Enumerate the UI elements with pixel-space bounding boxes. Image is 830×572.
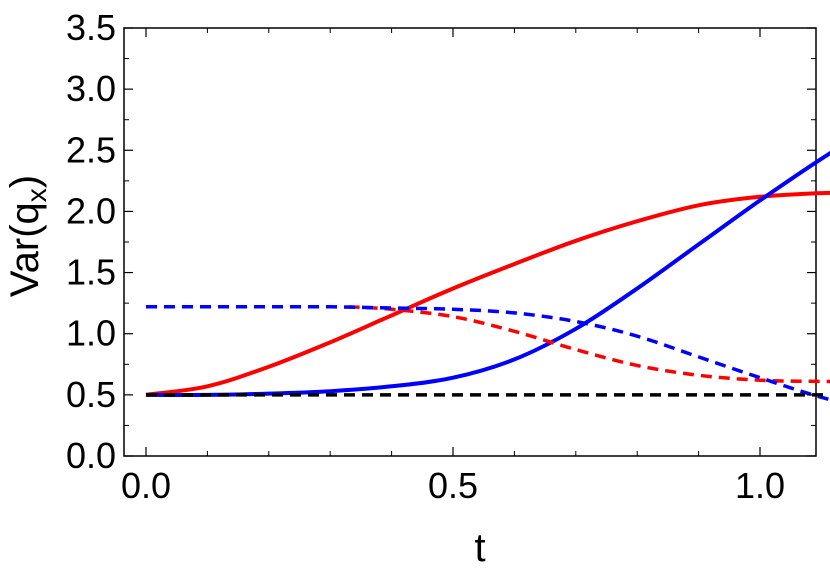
y-tick-label: 2.5 [66, 129, 116, 170]
series-layer [145, 150, 830, 402]
y-tick-label: 3.5 [66, 7, 116, 48]
y-tick-label: 0.5 [66, 374, 116, 415]
series-red-solid-line [145, 190, 830, 397]
y-tick-label: 1.5 [66, 252, 116, 293]
y-axis-title-close: ) [3, 175, 47, 188]
plot-frame [123, 27, 817, 457]
plot-border [123, 27, 817, 457]
y-axis-title-main: Var(q [3, 202, 47, 297]
ticks-layer: 0.00.51.01.52.02.53.03.50.00.51.01.52.0 [66, 7, 816, 506]
x-tick-label: 0.0 [121, 465, 171, 506]
x-tick-label: 1.0 [735, 465, 785, 506]
y-tick-label: 2.0 [66, 190, 116, 231]
y-axis-title: Var(qx) [3, 175, 52, 297]
series-blue-solid-line [145, 150, 830, 397]
series-red-dashed-line [348, 305, 830, 384]
y-tick-label: 0.0 [66, 435, 116, 476]
y-tick-label: 1.0 [66, 313, 116, 354]
y-axis-title-subscript: x [21, 188, 52, 202]
x-tick-label: 0.5 [428, 465, 478, 506]
y-tick-label: 3.0 [66, 68, 116, 109]
x-axis-title: t [474, 526, 485, 570]
